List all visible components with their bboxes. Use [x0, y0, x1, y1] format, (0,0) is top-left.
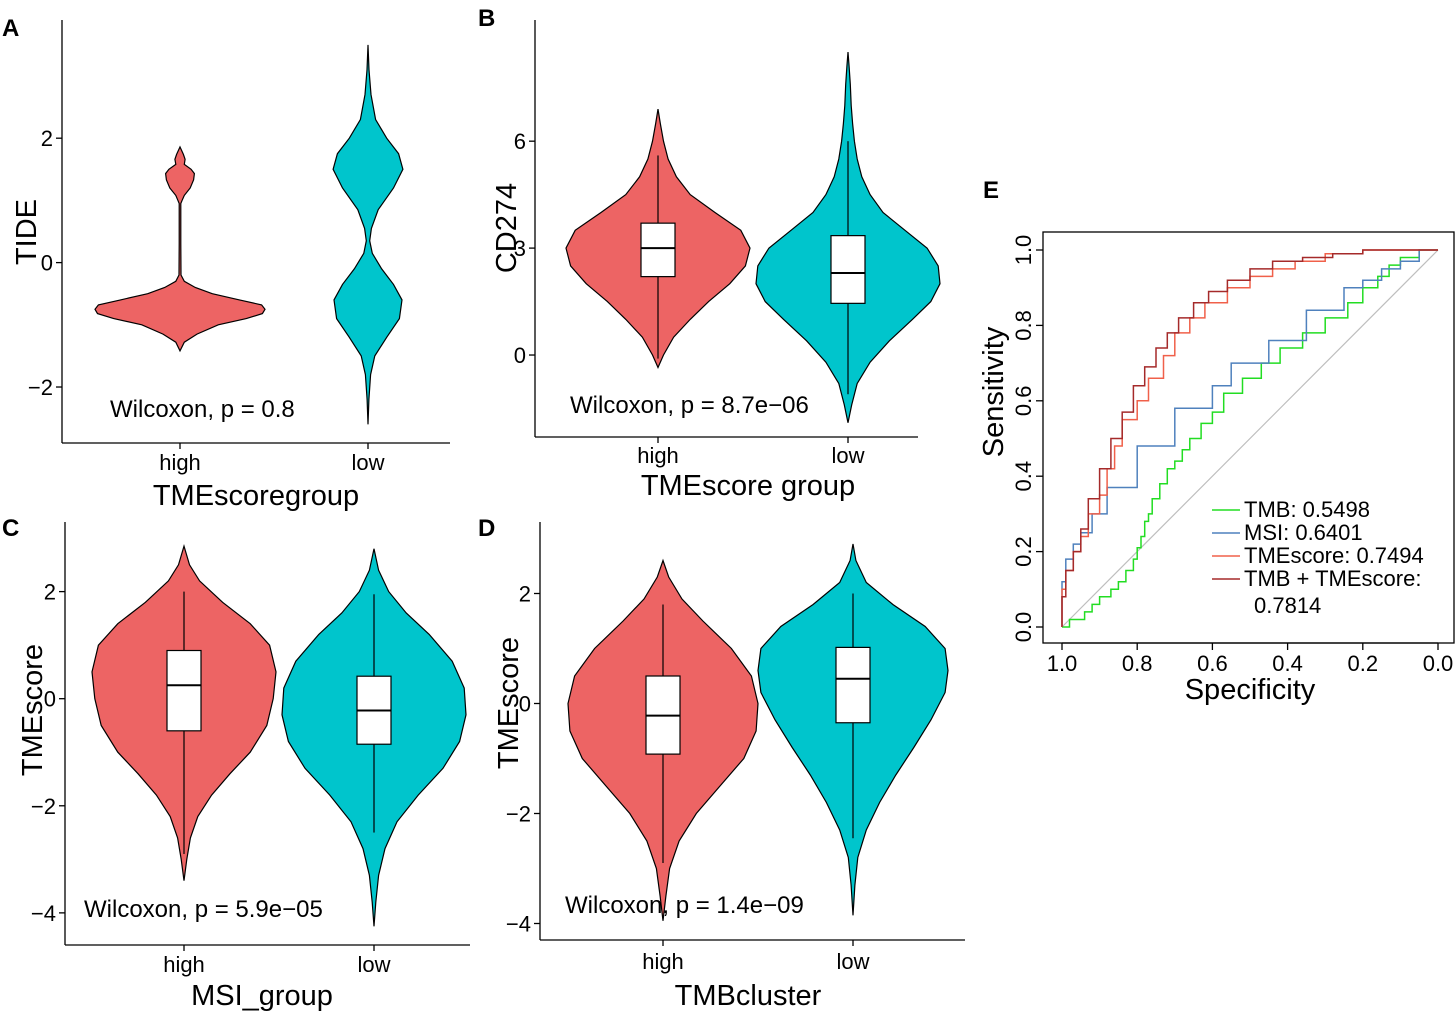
- wilcoxon-annotation: Wilcoxon, p = 5.9e−05: [84, 896, 323, 923]
- y-tick-label: 6: [514, 129, 526, 154]
- box-high: [166, 649, 202, 732]
- reference-diagonal: [1061, 249, 1439, 628]
- y-tick-label: 0.2: [1011, 536, 1036, 567]
- x-tick-label-low: low: [357, 952, 390, 977]
- y-tick-label: −2: [506, 802, 531, 827]
- x-tick-label-low: low: [831, 443, 864, 468]
- panel-a: A −2 0 2 high low TMEscoregroup TIDE Wilcoxon, p…: [2, 15, 450, 512]
- x-tick-label: 0.2: [1348, 651, 1379, 676]
- x-tick-label: 0.0: [1423, 651, 1454, 676]
- roc-curve-tmb: [1062, 249, 1438, 628]
- wilcoxon-annotation: Wilcoxon, p = 1.4e−09: [565, 892, 804, 919]
- x-axis-title: MSI_group: [191, 980, 333, 1012]
- y-axis-title: CD274: [491, 183, 523, 273]
- legend-entry: MSI: 0.6401: [1244, 520, 1363, 545]
- y-tick-label: 0.0: [1011, 612, 1036, 643]
- y-tick-label: 0.6: [1011, 386, 1036, 417]
- wilcoxon-annotation: Wilcoxon, p = 8.7e−06: [570, 392, 809, 419]
- y-axis-title: TIDE: [11, 199, 43, 265]
- legend-entry: TMEscore: 0.7494: [1244, 543, 1424, 568]
- y-axis-title: TMEscore: [493, 637, 525, 769]
- roc-curve-tmb-tmescore: [1061, 249, 1438, 627]
- y-tick-label: 1.0: [1011, 235, 1036, 266]
- y-tick-label: 0.8: [1011, 310, 1036, 341]
- panel-letter: C: [2, 515, 19, 542]
- y-tick-label: 2: [41, 126, 53, 151]
- y-tick-label: −4: [31, 901, 56, 926]
- y-tick-label: 0: [514, 343, 526, 368]
- box-low: [830, 235, 866, 304]
- x-tick-label-high: high: [637, 443, 679, 468]
- roc-curve-tmescore: [1061, 249, 1438, 627]
- wilcoxon-annotation: Wilcoxon, p = 0.8: [110, 396, 295, 423]
- y-tick-label: 2: [44, 580, 56, 605]
- panel-letter: D: [478, 515, 495, 542]
- x-tick-label: 0.6: [1197, 651, 1228, 676]
- violin-high: [94, 145, 266, 353]
- panel-c: C −4 −2 0 2 high low MSI_group TMEscore Wilcoxon,…: [2, 515, 470, 1012]
- y-tick-label: 0: [44, 687, 56, 712]
- y-tick-label: −2: [28, 375, 53, 400]
- y-tick-label: 0.4: [1011, 461, 1036, 492]
- y-tick-label: 2: [519, 582, 531, 607]
- legend-entry-continued: 0.7814: [1254, 593, 1321, 618]
- box-high: [640, 222, 676, 278]
- y-tick-label: 0: [41, 251, 53, 276]
- panel-e: E 1.0 0.8 0.6 0.4 0.2 0.0 0.0 0.2 0.4 0.6 0.8 1.0 Spe…: [978, 177, 1455, 706]
- y-axis-title: TMEscore: [17, 644, 49, 776]
- y-tick-label: −2: [31, 794, 56, 819]
- x-tick-label-low: low: [836, 949, 869, 974]
- x-tick-label: 1.0: [1047, 651, 1078, 676]
- x-tick-label-high: high: [642, 949, 684, 974]
- panel-d: D −4 −2 0 2 high low TMBcluster TMEscore Wilcoxon…: [478, 515, 965, 1012]
- x-tick-label-high: high: [159, 450, 201, 475]
- x-axis-title: TMEscoregroup: [153, 480, 359, 512]
- roc-curve-msi: [1061, 249, 1438, 627]
- x-tick-label: 0.8: [1122, 651, 1153, 676]
- y-tick-label: 3: [514, 236, 526, 261]
- x-tick-label: 0.4: [1272, 651, 1303, 676]
- x-tick-label-low: low: [351, 450, 384, 475]
- y-tick-label: 0: [519, 692, 531, 717]
- panel-letter: A: [2, 15, 19, 42]
- violin-low: [332, 44, 404, 425]
- x-axis-title: TMEscore group: [641, 470, 855, 502]
- x-axis-title: TMBcluster: [675, 980, 822, 1012]
- y-tick-label: −4: [506, 912, 531, 937]
- legend-entry: TMB + TMEscore:: [1244, 566, 1421, 591]
- legend-entry: TMB: 0.5498: [1244, 497, 1370, 522]
- panel-letter: E: [983, 177, 999, 204]
- x-axis-title: Specificity: [1185, 674, 1316, 706]
- x-tick-label-high: high: [163, 952, 205, 977]
- panel-letter: B: [478, 5, 495, 32]
- y-axis-title: Sensitivity: [978, 326, 1010, 457]
- box-low: [835, 646, 871, 724]
